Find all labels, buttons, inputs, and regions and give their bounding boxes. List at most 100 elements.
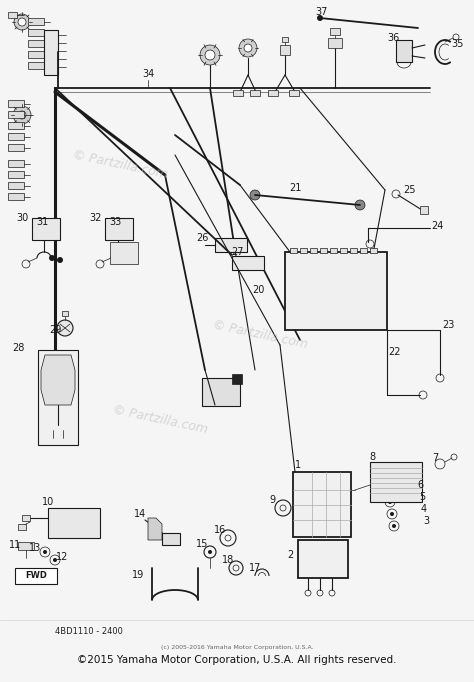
Circle shape [392, 524, 396, 528]
Bar [8, 182, 24, 189]
Bar [232, 374, 242, 384]
Bar [28, 18, 44, 25]
Bar [28, 62, 44, 69]
Bar [8, 111, 24, 118]
Bar [280, 45, 290, 55]
Bar [8, 193, 24, 200]
Bar [268, 90, 278, 96]
Circle shape [57, 320, 73, 336]
Bar [8, 171, 24, 178]
Bar [320, 248, 327, 253]
Circle shape [123, 255, 129, 261]
Bar [289, 90, 299, 96]
Bar [162, 533, 180, 545]
Bar [38, 350, 78, 445]
Circle shape [43, 550, 47, 554]
Bar [8, 160, 24, 167]
Circle shape [200, 45, 220, 65]
Text: 24: 24 [431, 221, 443, 231]
Text: © Partzilla.com: © Partzilla.com [71, 149, 169, 181]
Circle shape [355, 200, 365, 210]
Bar [202, 378, 240, 406]
Text: © Partzilla.com: © Partzilla.com [211, 318, 309, 351]
Bar [8, 133, 24, 140]
Bar [396, 40, 412, 62]
Circle shape [49, 255, 55, 261]
Bar [370, 248, 377, 253]
Bar [28, 51, 44, 58]
Bar [105, 218, 133, 240]
Bar [233, 90, 243, 96]
Text: 23: 23 [442, 320, 454, 330]
Bar [293, 472, 351, 537]
Text: 11: 11 [9, 540, 21, 550]
Bar [350, 248, 357, 253]
Text: 15: 15 [196, 539, 208, 549]
Bar [62, 311, 68, 316]
Circle shape [244, 44, 252, 52]
Bar [8, 144, 24, 151]
Text: 4: 4 [421, 504, 427, 514]
Bar [32, 218, 60, 240]
Bar [340, 248, 347, 253]
Text: 18: 18 [222, 555, 234, 565]
Text: 2: 2 [287, 550, 293, 560]
Circle shape [231, 389, 237, 394]
Bar [8, 12, 17, 18]
Text: 8: 8 [369, 452, 375, 462]
Text: © Partzilla.com: © Partzilla.com [111, 404, 209, 436]
Text: 7: 7 [432, 453, 438, 463]
Bar [110, 242, 138, 264]
Text: 28: 28 [12, 343, 24, 353]
Text: 32: 32 [90, 213, 102, 223]
Bar [360, 248, 367, 253]
Text: 17: 17 [249, 563, 261, 573]
Circle shape [390, 512, 394, 516]
Circle shape [131, 257, 137, 263]
Circle shape [388, 500, 392, 504]
Bar [44, 30, 58, 75]
Bar [215, 238, 247, 252]
Bar [8, 122, 24, 129]
Circle shape [18, 18, 26, 26]
Bar [28, 40, 44, 47]
Text: 30: 30 [16, 213, 28, 223]
Text: 20: 20 [252, 285, 264, 295]
Text: 14: 14 [134, 509, 146, 519]
Text: 16: 16 [214, 525, 226, 535]
Text: 3: 3 [423, 516, 429, 526]
Bar [310, 248, 317, 253]
Circle shape [239, 39, 257, 57]
Circle shape [53, 558, 57, 562]
Polygon shape [41, 355, 75, 405]
Text: 37: 37 [316, 7, 328, 17]
Circle shape [18, 111, 26, 119]
Circle shape [208, 550, 212, 554]
Text: 10: 10 [42, 497, 54, 507]
Text: 25: 25 [404, 185, 416, 195]
Text: 26: 26 [196, 233, 208, 243]
Text: 12: 12 [56, 552, 68, 562]
Bar [22, 515, 30, 521]
Bar [328, 38, 342, 48]
Circle shape [208, 389, 212, 394]
Bar [300, 248, 307, 253]
Bar [48, 508, 100, 538]
Text: 29: 29 [49, 325, 61, 335]
Text: 4BD1110 - 2400: 4BD1110 - 2400 [55, 627, 123, 636]
Bar [282, 37, 288, 42]
Circle shape [224, 389, 228, 394]
Text: 33: 33 [109, 217, 121, 227]
Text: 19: 19 [132, 570, 144, 580]
Bar [8, 100, 24, 107]
Text: 34: 34 [142, 69, 154, 79]
Text: (c) 2005-2016 Yamaha Motor Corporation, U.S.A.: (c) 2005-2016 Yamaha Motor Corporation, … [161, 645, 313, 651]
Circle shape [57, 257, 63, 263]
Bar [28, 29, 44, 36]
Text: 31: 31 [36, 217, 48, 227]
Circle shape [205, 50, 215, 60]
Text: 9: 9 [269, 495, 275, 505]
Text: ©2015 Yamaha Motor Corporation, U.S.A. All rights reserved.: ©2015 Yamaha Motor Corporation, U.S.A. A… [77, 655, 397, 665]
Text: 27: 27 [232, 247, 244, 257]
Bar [330, 28, 340, 35]
